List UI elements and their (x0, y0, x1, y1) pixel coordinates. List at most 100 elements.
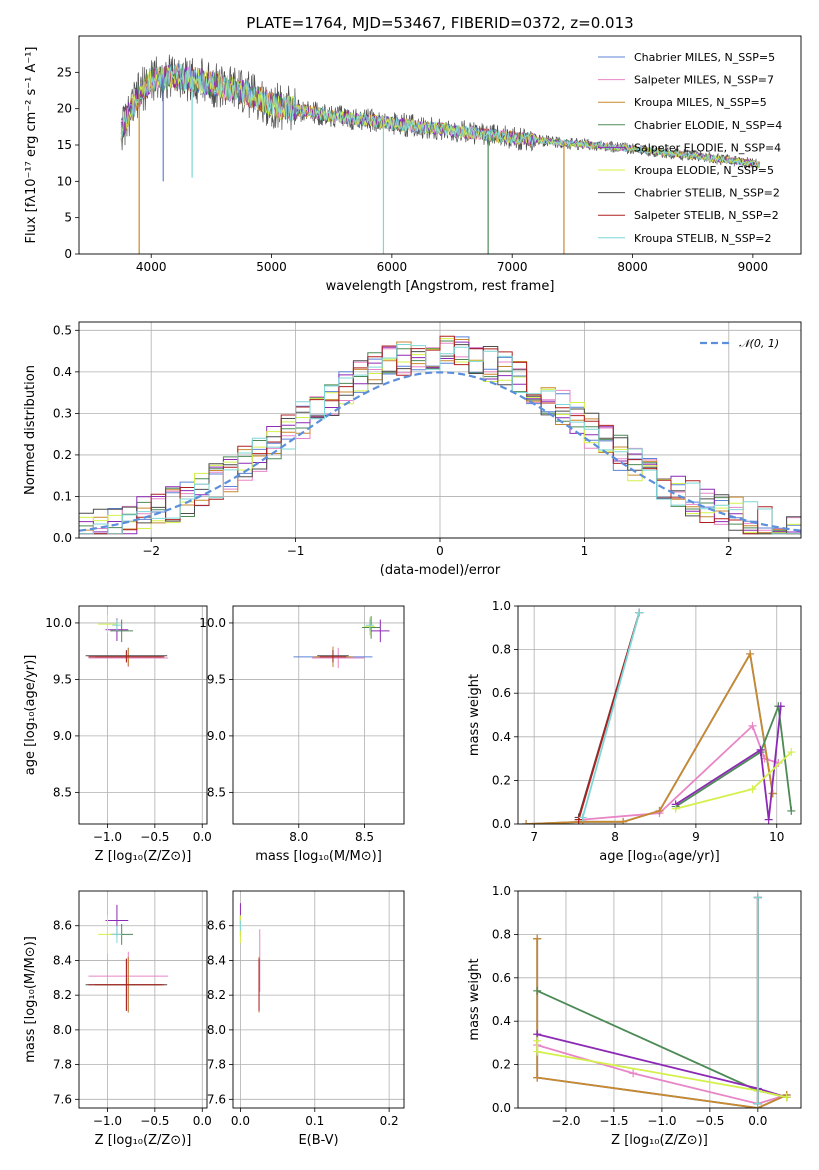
plot-frame (232, 605, 405, 825)
mass-vs-metallicity-panel: −1.0 −0.5 0.0 7.6 7.8 8.0 8.2 8.4 8.6 Z [log₁₀(Z/… (23, 890, 212, 1148)
x-tick-label: −0.5 (695, 1114, 724, 1128)
y-tick-label: 7.8 (53, 1058, 72, 1072)
plot-frame (517, 890, 802, 1109)
errorbar-point (110, 619, 134, 643)
errorbar-point (88, 958, 165, 1011)
plot-frame (78, 890, 208, 1109)
x-tick-label: 7 (530, 830, 538, 844)
legend-entry: Chabrier STELIB, N_SSP=2 (634, 187, 780, 200)
weight-marker (787, 748, 796, 757)
weight-marker (671, 804, 680, 813)
weight-series (581, 612, 641, 818)
y-tick-label: 8.2 (53, 988, 72, 1002)
weight-series (536, 938, 787, 1108)
x-axis-label: mass [log₁₀(M/M⊙)] (255, 849, 382, 864)
legend-entry: Salpeter STELIB, N_SSP=2 (634, 209, 779, 222)
weight-marker (574, 815, 583, 824)
weight-marker (522, 820, 531, 824)
weight-marker (629, 1069, 638, 1078)
weight-marker (748, 721, 757, 730)
x-tick-label: 8.0 (289, 830, 308, 844)
x-axis-label: Z [log₁₀(Z/Z⊙)] (611, 1133, 708, 1148)
y-tick-label: 0.2 (492, 1058, 511, 1072)
errorbar-point (311, 647, 365, 669)
legend-entry: Chabrier ELODIE, N_SSP=4 (634, 119, 782, 132)
y-tick-label: 8.2 (207, 988, 226, 1002)
spectrum-lines (120, 54, 761, 254)
normal-curve (79, 371, 801, 532)
x-tick-label: −1.0 (93, 830, 122, 844)
x-tick-label: 2 (725, 544, 733, 558)
weight-marker (748, 785, 757, 794)
y-tick-label: 8.5 (53, 785, 72, 799)
x-tick-label: 0.0 (748, 1114, 767, 1128)
x-tick-label: 4000 (136, 260, 167, 274)
weight-lines (522, 608, 796, 824)
y-tick-label: 0.4 (53, 365, 72, 379)
x-tick-label: −1.0 (647, 1114, 676, 1128)
x-tick-label: −2.0 (551, 1114, 580, 1128)
errorbars (239, 903, 261, 1013)
y-tick-label: 15 (57, 138, 72, 152)
y-tick-label: 8.6 (207, 919, 226, 933)
errorbars (85, 615, 169, 667)
legend-entry: Salpeter MILES, N_SSP=7 (634, 74, 774, 87)
y-tick-label: 8.4 (53, 953, 72, 967)
weight-marker (753, 893, 762, 902)
y-tick-label: 7.6 (207, 1092, 226, 1106)
x-tick-label: 0.1 (305, 1114, 324, 1128)
weight-marker (782, 1093, 791, 1102)
x-tick-label: 10 (769, 830, 784, 844)
x-tick-label: 1 (581, 544, 589, 558)
x-tick-label: −1.0 (93, 1114, 122, 1128)
y-tick-label: 0.4 (492, 730, 511, 744)
legend-entry: 𝒩(0, 1) (739, 337, 779, 350)
x-axis-label: Z [log₁₀(Z/Z⊙)] (95, 849, 192, 864)
y-tick-label: 10 (57, 174, 72, 188)
weight-marker (533, 1036, 542, 1045)
errorbar-point (319, 651, 347, 663)
x-axis-label: (data-model)/error (380, 563, 501, 578)
y-axis-label: mass [log₁₀(M/M⊙)] (23, 936, 38, 1063)
x-tick-label: −2 (142, 544, 160, 558)
legend: Chabrier MILES, N_SSP=5 Salpeter MILES, N… (598, 51, 782, 245)
x-tick-label: 8.5 (355, 830, 374, 844)
y-tick-label: 0.5 (53, 323, 72, 337)
legend-entry: Kroupa MILES, N_SSP=5 (634, 96, 767, 109)
histogram-series (79, 335, 801, 535)
y-axis-label: mass weight (467, 958, 482, 1040)
spectrum-line (120, 63, 760, 167)
weight-marker (746, 649, 755, 658)
legend-entry: Kroupa ELODIE, N_SSP=5 (634, 164, 774, 177)
errorbar-point (112, 619, 122, 631)
y-tick-label: 0.0 (53, 531, 72, 545)
x-tick-label: 0.2 (380, 1114, 399, 1128)
y-axis-label: age [log₁₀(age/yr)] (23, 655, 38, 776)
y-tick-label: 1.0 (492, 884, 511, 898)
y-tick-label: 8.4 (207, 953, 226, 967)
y-tick-label: 5 (64, 211, 72, 225)
weight-marker (768, 789, 777, 798)
y-tick-label: 0.8 (492, 927, 511, 941)
x-tick-label: 6000 (377, 260, 408, 274)
y-tick-label: 20 (57, 102, 72, 116)
y-tick-label: 0.0 (492, 1101, 511, 1115)
y-tick-label: 25 (57, 65, 72, 79)
plot-frame (517, 605, 802, 825)
y-tick-label: 0.4 (492, 1014, 511, 1028)
legend-entry: Chabrier MILES, N_SSP=5 (634, 51, 775, 64)
x-tick-label: 8000 (617, 260, 648, 274)
y-tick-label: 8.6 (53, 919, 72, 933)
x-tick-label: 9000 (738, 260, 769, 274)
errorbar-point (361, 616, 381, 639)
spectrum-panel: 4000 5000 6000 7000 8000 9000 0 5 10 15 20 25 wavele… (24, 35, 802, 294)
y-axis-label: Flux [fλ10⁻¹⁷ erg cm⁻² s⁻¹ A⁻¹] (24, 47, 39, 244)
weight-marker (533, 1073, 542, 1082)
x-tick-label: 0.0 (193, 1114, 212, 1128)
x-tick-label: −1.5 (599, 1114, 628, 1128)
x-tick-label: 8 (611, 830, 619, 844)
y-tick-label: 8.0 (207, 1023, 226, 1037)
age-vs-mass-panel: 8.0 8.5 8.5 9.0 9.5 10.0 mass [log₁₀(M/M⊙)] (199, 605, 405, 864)
x-tick-label: −0.5 (140, 830, 169, 844)
